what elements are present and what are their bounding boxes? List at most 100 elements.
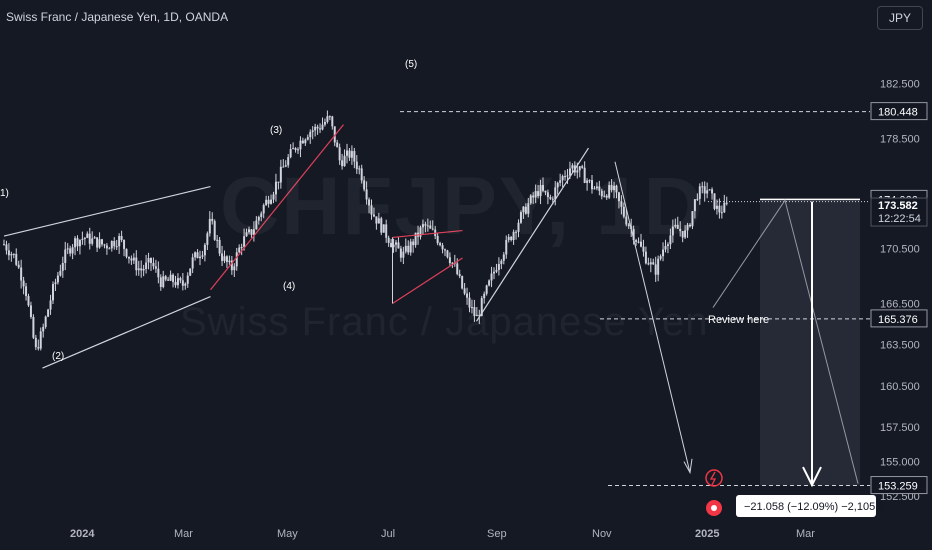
wedge-lower-line [42,296,211,369]
candle-body [252,229,255,235]
candle-body [414,232,417,246]
candle-body [355,161,358,170]
candle-body [586,180,589,183]
alert-icon[interactable] [705,469,723,487]
price-label-box [870,102,928,121]
candle-body [39,331,42,349]
candle-body [164,276,167,280]
candle-body [225,256,228,263]
candle-body [172,274,175,282]
candle-body [642,246,645,252]
candle-body [524,206,527,214]
wave-label: (5) [405,59,417,70]
candle-body [331,116,334,127]
candle-body [101,239,103,245]
price-label-box [870,309,928,328]
currency-button[interactable]: JPY [877,6,923,30]
candle-body [216,239,219,241]
candle-body [444,249,446,251]
candle-body [360,168,363,181]
candle-body [152,262,155,267]
wave-label: (3) [270,125,282,136]
candle-body [478,315,481,317]
candle-body [564,176,567,178]
candle-body [676,224,679,229]
candle-body [512,231,515,241]
projection-path-line [712,199,859,484]
candle-body [96,237,99,248]
candle-body [44,316,47,327]
candle-body [365,189,368,200]
review-here-label: Review here [708,314,769,326]
candle-body [537,191,540,197]
candle-body [150,258,152,263]
candle-body [7,250,10,256]
measure-arrow-head [802,466,822,488]
candle-body [309,131,312,138]
candle-body [47,309,50,317]
x-tick-label: 2024 [70,528,95,540]
price-label: 153.259 [878,481,918,493]
candle-body [466,293,469,298]
candle-body [715,205,718,209]
candle-body [441,245,444,250]
candle-body [311,130,314,132]
candle-body [622,206,625,217]
candle-body [436,235,439,244]
candle-body [647,263,650,265]
candle-body [15,253,18,265]
candle-body [282,166,285,168]
candle-body [544,190,547,193]
candle-body [314,126,317,131]
x-tick-label: 2025 [695,528,719,540]
candle-body [115,246,118,248]
candle-body [669,235,672,245]
candle-body [431,228,434,230]
candle-body [248,229,250,233]
candle-body [556,182,559,188]
candle-body [189,268,192,276]
candle-body [184,283,187,286]
candle-body [186,275,189,284]
candle-body [22,280,25,287]
candle-body [306,137,309,140]
candle-body [529,195,532,204]
candle-body [644,251,647,264]
candle-body [522,206,525,213]
candle-body [725,202,728,204]
candle-body [142,269,145,271]
candle-body [88,233,91,244]
candle-body [402,251,405,258]
candle-body [213,221,216,240]
candle-body [659,256,662,259]
candle-body [495,269,498,272]
candle-body [551,198,554,200]
candle-body [292,148,295,150]
candle-body [260,213,263,217]
candle-body [228,260,231,263]
projection-arrow-head [683,458,693,475]
candle-body [600,190,603,197]
x-tick-label: Mar [796,528,815,540]
wave-label: (2) [52,351,64,362]
candle-body [527,203,530,214]
wave-label: (4) [283,281,295,292]
candle-body [483,293,486,299]
candle-body [613,185,616,191]
candle-body [409,241,412,253]
candle-body [559,180,562,183]
candle-body [277,181,280,183]
candle-body [363,180,366,190]
candle-body [245,232,248,237]
candle-body [34,337,37,348]
candle-body [326,116,329,122]
candle-body [439,243,442,246]
candle-body [711,189,714,194]
candle-body [98,239,101,248]
impulse-wave-line [210,124,344,291]
candle-body [392,244,395,248]
candle-body [380,218,383,233]
candle-body [554,187,557,200]
candle-body [284,165,287,167]
